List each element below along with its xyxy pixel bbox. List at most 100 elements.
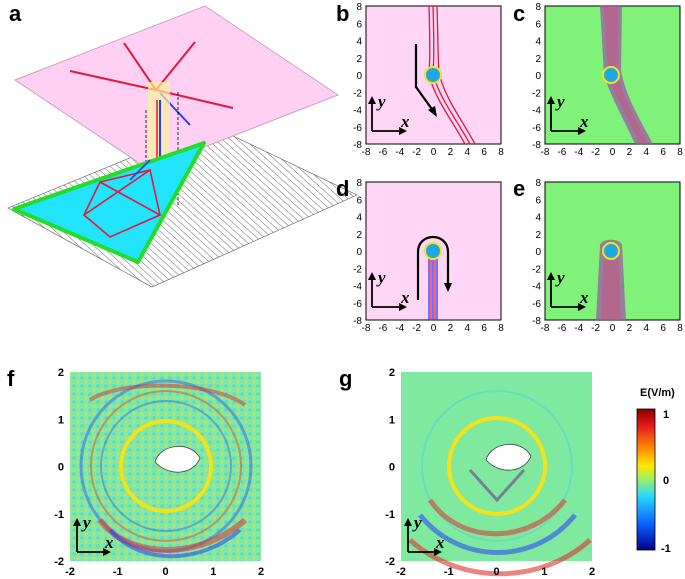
panel-e-x-tick: -4 bbox=[574, 323, 583, 334]
panel-c-y-tick: -4 bbox=[532, 106, 541, 117]
panel-b-y-var: y bbox=[376, 92, 386, 111]
panel-b-x-tick: -2 bbox=[412, 147, 421, 158]
panel-f-x-tick: 0 bbox=[162, 566, 168, 578]
panel-e-axes-indicator bbox=[550, 277, 581, 308]
panel-d-x-tick: -8 bbox=[362, 323, 371, 334]
panel-c-x-tick: 4 bbox=[643, 147, 649, 158]
panel-d-y-tick: 8 bbox=[356, 178, 362, 189]
panel-b-arrow bbox=[414, 44, 435, 113]
panel-f-obstacle bbox=[154, 445, 201, 473]
panel-d-axes-indicator bbox=[371, 277, 402, 308]
panel-b-x-tick: -4 bbox=[395, 147, 404, 158]
pink-sheet bbox=[13, 5, 340, 170]
panel-f-x-tick: 2 bbox=[258, 566, 264, 578]
panel-c-x-tick: -8 bbox=[541, 147, 550, 158]
obstacle bbox=[424, 242, 442, 260]
panel-e-x-tick: 0 bbox=[610, 323, 616, 334]
panel-c-y-tick: 4 bbox=[535, 37, 541, 48]
panel-d-x-var: x bbox=[400, 288, 410, 307]
obstacle bbox=[602, 242, 620, 260]
panel-b-x-tick: -6 bbox=[378, 147, 387, 158]
panel-d-x-tick: -6 bbox=[378, 323, 387, 334]
panel-b-y-tick: 2 bbox=[356, 54, 362, 65]
panel-e-x-tick: 6 bbox=[660, 323, 666, 334]
panel-e-y-tick: -4 bbox=[532, 282, 541, 293]
panel-g-y-tick: -2 bbox=[385, 556, 395, 568]
panel-f: y x -2 -1 0 1 2 2 1 0 -1 -2 bbox=[54, 367, 264, 578]
panel-d-y-tick: 6 bbox=[356, 195, 362, 206]
panel-c-x-tick: -6 bbox=[557, 147, 566, 158]
panel-d-y-tick: 0 bbox=[356, 247, 362, 258]
panel-d-y-tick: -8 bbox=[353, 316, 362, 327]
panel-f-x-var: x bbox=[104, 533, 114, 552]
panel-b-y-tick: 8 bbox=[356, 2, 362, 13]
panel-label-g: g bbox=[339, 366, 353, 391]
panel-label-b: b bbox=[336, 1, 350, 26]
colorbar-tick-zero: 0 bbox=[663, 475, 669, 487]
panel-f-fringes bbox=[79, 379, 253, 559]
panel-label-c: c bbox=[513, 1, 526, 26]
panel-f-x-tick: -2 bbox=[65, 566, 75, 578]
panel-b-y-tick: 6 bbox=[356, 19, 362, 30]
panel-label-a: a bbox=[9, 1, 22, 26]
panel-b-y-tick: -6 bbox=[353, 123, 362, 134]
panel-c-x-tick: 6 bbox=[660, 147, 666, 158]
panel-f-y-tick: 2 bbox=[58, 367, 64, 379]
panel-c-y-tick: 2 bbox=[535, 54, 541, 65]
panel-e-x-tick: 8 bbox=[677, 323, 683, 334]
panel-b-y-tick: -2 bbox=[353, 88, 362, 99]
panel-d-x-tick: 6 bbox=[481, 323, 487, 334]
panel-c-x-tick: -4 bbox=[574, 147, 583, 158]
panel-g-fringes bbox=[408, 390, 592, 577]
panel-f-y-tick: -1 bbox=[54, 509, 64, 521]
panel-g-y-tick: 0 bbox=[389, 462, 395, 474]
panel-e-x-tick: 4 bbox=[643, 323, 649, 334]
panel-f-y-tick: -2 bbox=[54, 556, 64, 568]
panel-g-y-tick: 1 bbox=[389, 414, 395, 426]
panel-f-x-tick: -1 bbox=[113, 566, 123, 578]
panel-d-y-tick: -2 bbox=[353, 264, 362, 275]
panel-e-y-tick: 4 bbox=[535, 213, 541, 224]
panel-f-y-tick: 1 bbox=[58, 414, 64, 426]
panel-c-axes-indicator bbox=[550, 101, 581, 132]
colorbar: E(V/m) 1 0 -1 bbox=[636, 387, 675, 555]
panel-e-y-tick: 8 bbox=[535, 178, 541, 189]
panel-b-x-tick: 0 bbox=[431, 147, 437, 158]
panel-b-x-tick: -8 bbox=[362, 147, 371, 158]
panel-d-x-tick: 2 bbox=[448, 323, 454, 334]
panel-c-y-tick: 8 bbox=[535, 2, 541, 13]
triangle-rays bbox=[83, 159, 162, 238]
obstacle bbox=[424, 66, 442, 84]
panel-d-x-tick: -4 bbox=[395, 323, 404, 334]
colorbar-tick-max: 1 bbox=[663, 409, 669, 421]
panel-g-obstacle bbox=[485, 443, 532, 471]
panel-b-x-tick: 4 bbox=[464, 147, 470, 158]
panel-e-y-tick: 0 bbox=[535, 247, 541, 258]
panel-label-d: d bbox=[336, 176, 350, 201]
panel-b-y-tick: -4 bbox=[353, 106, 362, 117]
panel-b-y-tick: -8 bbox=[353, 140, 362, 151]
panel-d-x-tick: 8 bbox=[498, 323, 504, 334]
panel-e-x-tick: -6 bbox=[557, 323, 566, 334]
panel-c-y-var: y bbox=[555, 92, 565, 111]
panel-g-axes-indicator bbox=[407, 523, 437, 553]
panel-e-x-tick: 2 bbox=[627, 323, 633, 334]
panel-b-x-tick: 6 bbox=[481, 147, 487, 158]
panel-b-x-tick: 2 bbox=[448, 147, 454, 158]
colorbar-tick-min: -1 bbox=[661, 543, 671, 555]
panel-e-field-beam bbox=[596, 239, 626, 320]
panel-g-x-tick: -1 bbox=[444, 566, 454, 578]
panel-d-x-tick: -2 bbox=[412, 323, 421, 334]
panel-g-ring bbox=[447, 416, 547, 516]
panel-e-y-tick: 2 bbox=[535, 230, 541, 241]
panel-e-x-var: x bbox=[579, 288, 589, 307]
panel-e-y-tick: -8 bbox=[532, 316, 541, 327]
panel-c-y-tick: 0 bbox=[535, 71, 541, 82]
panel-g-x-var: x bbox=[435, 533, 445, 552]
panel-e-y-var: y bbox=[555, 268, 565, 287]
panel-c-x-tick: -2 bbox=[591, 147, 600, 158]
panel-g-y-tick: -1 bbox=[385, 509, 395, 521]
